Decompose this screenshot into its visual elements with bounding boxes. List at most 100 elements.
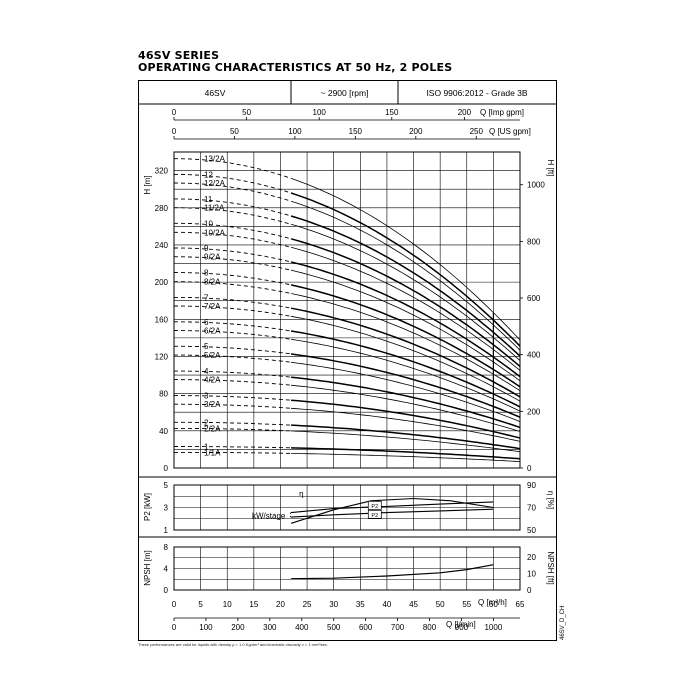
ft-tick-label: 1000 xyxy=(527,181,545,190)
curve-label: 2 xyxy=(204,418,209,427)
eta-axis-label: η [%] xyxy=(546,491,555,509)
ft-tick-label: 200 xyxy=(527,407,541,416)
q-ls-tick-label: 500 xyxy=(327,623,341,632)
head-curve xyxy=(291,376,521,429)
y-tick-label: 40 xyxy=(159,427,168,436)
x-tick-label: 25 xyxy=(303,600,312,609)
head-curve xyxy=(291,424,521,450)
head-curve xyxy=(290,238,521,367)
kw-stage-leader xyxy=(289,515,292,518)
p-axis-label: P2 [kW] xyxy=(143,493,152,521)
curve-label: 12/2A xyxy=(204,179,226,188)
kw-stage-leader xyxy=(289,512,292,514)
ft-tick-label: 800 xyxy=(527,237,541,246)
curve-label: 5/2A xyxy=(204,351,221,360)
p-tick-label: 5 xyxy=(164,481,169,490)
npsh-tick-label: 4 xyxy=(164,565,169,574)
p2-box xyxy=(367,500,382,510)
eta-curve xyxy=(290,497,494,524)
p2-box-label: P2 xyxy=(371,513,378,519)
curve-label: 7 xyxy=(204,293,209,302)
x-tick-label: 60 xyxy=(489,600,498,609)
curve-label: 11/2A xyxy=(204,204,225,213)
head-plot-border xyxy=(173,151,521,469)
curve-label: 1 xyxy=(204,443,209,452)
curve-label: 10/2A xyxy=(204,228,226,237)
q-ls-tick-label: 300 xyxy=(263,623,277,632)
head-curve xyxy=(291,315,521,402)
curve-label: 1/1A xyxy=(204,448,221,457)
eta-tick-label: 90 xyxy=(527,481,536,490)
y-tick-label: 280 xyxy=(155,204,169,213)
head-curve xyxy=(290,192,521,347)
head-curve xyxy=(290,261,521,378)
curve-label: 10 xyxy=(204,219,213,228)
curve-label: 11 xyxy=(204,195,213,204)
x-tick-label: 55 xyxy=(462,600,471,609)
y-tick-label: 0 xyxy=(164,464,169,473)
kw-curve xyxy=(291,508,494,518)
x-tick-label: 15 xyxy=(249,600,258,609)
head-curve-dashed xyxy=(174,379,292,386)
head-curve xyxy=(291,269,521,382)
top-us-tick-label: 250 xyxy=(470,127,484,136)
y-tick-label: 320 xyxy=(155,167,169,176)
eta-curve-label: η xyxy=(299,489,303,498)
drawing-code: 46SV_D_CH xyxy=(560,605,566,640)
top-imp-tick-label: 150 xyxy=(385,108,399,117)
q-ls-tick-label: 200 xyxy=(231,623,245,632)
npsh-ft-axis-label: NPSH [ft] xyxy=(546,551,555,584)
curve-label: 3/2A xyxy=(204,400,221,409)
head-curve xyxy=(291,361,521,422)
head-curve-dashed xyxy=(174,403,292,409)
eta-tick-label: 50 xyxy=(527,526,536,535)
npsh-plot-border xyxy=(173,546,521,591)
top-us-tick-label: 0 xyxy=(172,127,177,136)
head-curve xyxy=(291,338,521,412)
head-curve-dashed xyxy=(174,446,292,449)
npsh-tick-label: 0 xyxy=(164,586,169,595)
x-tick-label: 65 xyxy=(516,600,525,609)
head-curve-dashed xyxy=(174,305,292,317)
ft-tick-label: 400 xyxy=(527,351,541,360)
model-cell: 46SV xyxy=(204,88,226,98)
curve-label: 12 xyxy=(204,170,213,179)
curve-label: 2/2A xyxy=(204,424,221,433)
head-curve-dashed xyxy=(174,321,292,332)
head-curve-dashed xyxy=(174,451,292,454)
h-m-axis-label: H [m] xyxy=(143,175,152,194)
y-tick-label: 120 xyxy=(155,352,169,361)
npsh-ft-tick-label: 20 xyxy=(527,553,536,562)
head-curve-dashed xyxy=(174,354,292,363)
h-ft-axis-label: H [ft] xyxy=(546,160,555,177)
head-curve-dashed xyxy=(173,272,292,286)
curve-label: 4/2A xyxy=(204,376,221,385)
head-curve-dashed xyxy=(174,395,292,401)
y-tick-label: 160 xyxy=(155,315,169,324)
head-curve xyxy=(291,407,521,442)
p2-box-label: P2 xyxy=(371,504,378,510)
q-ls-tick-label: 0 xyxy=(172,623,177,632)
power-plot-border xyxy=(173,484,521,531)
head-curve-dashed xyxy=(174,421,292,426)
head-curve-dashed xyxy=(174,281,292,294)
head-curve-dashed xyxy=(174,173,292,194)
q-ls-axis-label: Q [l/min] xyxy=(446,620,476,629)
curve-label: 9 xyxy=(204,244,209,253)
q-ls-tick-label: 900 xyxy=(455,623,469,632)
top-imp-axis-label: Q [Imp gpm] xyxy=(480,108,524,117)
x-tick-label: 10 xyxy=(223,600,232,609)
footnote: These performances are valid for liquids… xyxy=(138,642,329,647)
chart-series-title: 46SV SERIES xyxy=(138,49,220,62)
curve-label: 6 xyxy=(204,318,209,327)
head-curve-dashed xyxy=(173,330,292,340)
curve-label: 5 xyxy=(204,342,209,351)
npsh-ft-tick-label: 10 xyxy=(527,570,536,579)
curve-label: 7/2A xyxy=(204,302,221,311)
head-curve-dashed xyxy=(174,427,292,432)
head-curve xyxy=(291,453,521,462)
head-curve xyxy=(290,307,521,398)
head-curve xyxy=(291,430,521,453)
q-ls-tick-label: 100 xyxy=(199,623,213,632)
